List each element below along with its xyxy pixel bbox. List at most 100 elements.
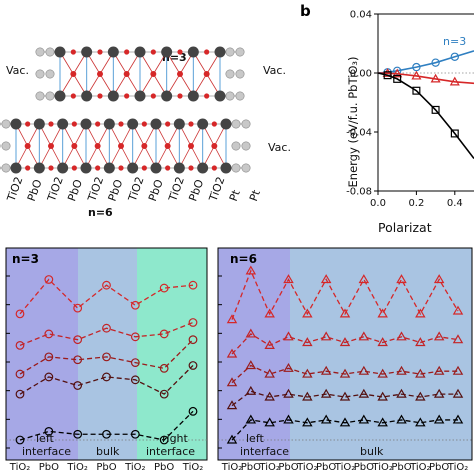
panel-b-letter: b <box>300 2 311 20</box>
panel-c-xticks: TiO₂ PbO TiO₂ PbO TiO₂ PbO TiO₂ <box>9 462 203 473</box>
panel-b-ylabel: Energy (eV/f.u. PbTiO₃) <box>346 57 360 188</box>
profile-point <box>283 388 294 398</box>
b-point <box>412 62 421 72</box>
profile-point <box>130 429 140 439</box>
profile-point <box>415 391 426 401</box>
profile-point <box>358 365 370 375</box>
b-ytick-label: 0.04 <box>350 10 372 21</box>
b-xtick-label: 0.0 <box>370 198 386 209</box>
profile-point <box>159 329 169 339</box>
xtick-label-0: TiO₂ <box>9 462 30 473</box>
oxygen-atom <box>70 49 76 55</box>
panel-d-plot-area <box>217 247 473 461</box>
oxygen-atom <box>150 71 157 77</box>
oxygen-atom <box>25 165 31 171</box>
pt-atom <box>235 69 245 79</box>
region-bg-1 <box>78 248 137 460</box>
oxygen-atom <box>164 143 171 149</box>
profile-point <box>415 337 426 347</box>
profile-series-4 <box>231 419 458 441</box>
pt-atom <box>45 47 55 57</box>
panel-b-series-label-n3: n=3 <box>443 35 466 48</box>
oxygen-atom <box>150 93 156 99</box>
pt-atom <box>225 69 235 79</box>
plot-frame <box>5 247 208 461</box>
b-ytick-label: -0.04 <box>346 128 372 139</box>
profile-point <box>320 388 332 398</box>
layer-label-5: PbO <box>106 177 126 203</box>
profile-point <box>377 417 388 427</box>
profile-point <box>245 385 257 395</box>
lead-atom <box>103 162 115 174</box>
profile-point <box>396 331 407 341</box>
profile-point <box>245 328 257 338</box>
lead-atom <box>220 118 232 130</box>
oxygen-atom <box>95 121 101 127</box>
vac-left-label: Vac. <box>6 64 29 77</box>
layer-label-2: TiO2 <box>45 175 66 204</box>
profile-point <box>283 274 294 284</box>
profile-point <box>226 434 238 444</box>
pt-atom <box>241 141 251 151</box>
xtick-label-3: PbO <box>96 462 116 473</box>
profile-point <box>188 406 198 416</box>
profile-series-2 <box>231 364 458 384</box>
oxygen-atom <box>124 93 130 99</box>
profile-point <box>283 362 294 372</box>
panel-c-left-region-line2: interface <box>22 445 71 458</box>
panel-d-xticks: TiO₂PbOTiO₂PbOTiO₂PbOTiO₂PbOTiO₂PbOTiO₂P… <box>221 462 468 473</box>
layer-label-0: TiO2 <box>4 175 25 204</box>
profile-point <box>415 368 426 378</box>
panel-c-n3-profile: n=3 left interface bulk right interface … <box>5 247 208 473</box>
lead-atom <box>127 118 139 130</box>
oxygen-atom <box>165 121 171 127</box>
lead-atom <box>57 118 69 130</box>
lead-atom <box>187 90 199 102</box>
profile-point <box>44 372 54 382</box>
profile-point <box>320 274 332 284</box>
profile-point <box>44 329 54 339</box>
profile-point <box>15 435 25 445</box>
profile-point <box>159 363 169 373</box>
profile-point <box>339 308 351 318</box>
profile-point <box>226 377 238 387</box>
xtick-label-2: TiO₂ <box>66 462 87 473</box>
profile-point <box>159 435 169 445</box>
profile-point <box>102 280 111 290</box>
b-point <box>431 105 440 114</box>
lead-atom <box>107 90 119 102</box>
profile-point <box>226 314 238 324</box>
profile-point <box>73 335 83 345</box>
lead-atom <box>54 46 66 58</box>
lead-atom <box>33 162 45 174</box>
lead-atom <box>220 162 232 174</box>
oxygen-atom <box>150 49 156 55</box>
lead-atom <box>80 162 92 174</box>
oxygen-atom <box>177 49 183 55</box>
layer-labels: TiO2 PbO TiO2 PbO TiO2 PbO TiO2 PbO TiO2 PbO TiO2 P… <box>4 175 263 204</box>
oxygen-atom <box>141 143 148 149</box>
b-point <box>450 52 459 61</box>
oxygen-atom <box>118 143 124 149</box>
profile-point <box>339 368 351 378</box>
b-point <box>382 68 393 77</box>
profile-point <box>15 389 25 399</box>
region-bg-0 <box>218 248 290 460</box>
layer-label-9: PbO <box>186 177 206 203</box>
profile-point <box>452 334 464 344</box>
lead-atom <box>103 118 115 130</box>
oxygen-atom <box>71 165 77 171</box>
profile-point <box>415 308 426 318</box>
profile-point <box>73 381 83 390</box>
oxygen-atom <box>25 121 31 127</box>
profile-point <box>452 388 464 398</box>
oxygen-atom <box>118 165 124 171</box>
vac-right-bottom-label: Vac. <box>268 141 291 154</box>
pt-atom <box>241 163 251 173</box>
profile-point <box>73 429 83 439</box>
lead-atom <box>81 90 93 102</box>
lead-atom <box>80 118 92 130</box>
oxygen-atom <box>71 121 77 127</box>
layer-label-10: TiO2 <box>206 175 227 204</box>
lead-atom <box>10 118 22 130</box>
